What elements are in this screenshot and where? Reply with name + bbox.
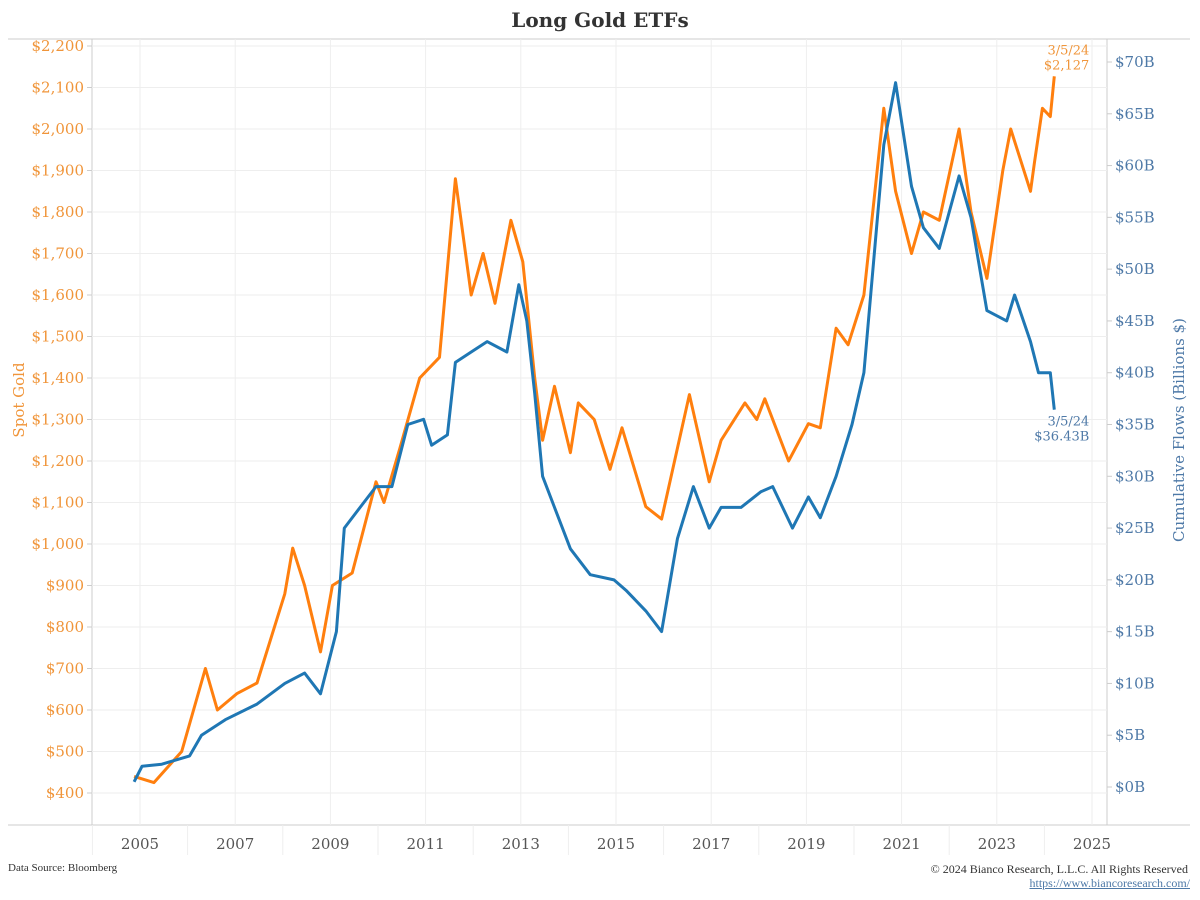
left-tick-label: $1,000 [32, 535, 85, 553]
right-tick-label: $50B [1115, 260, 1155, 278]
copyright: © 2024 Bianco Research, L.L.C. All Right… [930, 862, 1188, 876]
right-tick-label: $70B [1115, 53, 1155, 71]
x-tick-label: 2017 [692, 835, 730, 853]
left-tick-label: $1,600 [32, 286, 85, 304]
left-tick-label: $1,100 [32, 494, 85, 512]
right-tick-label: $40B [1115, 364, 1155, 382]
end-label-value: $36.43B [1034, 430, 1089, 445]
left-tick-label: $800 [46, 618, 84, 636]
x-tick-label: 2021 [883, 835, 921, 853]
x-tick-label: 2015 [597, 835, 635, 853]
left-tick-label: $1,400 [32, 369, 85, 387]
x-tick-label: 2011 [407, 835, 445, 853]
left-tick-label: $500 [46, 743, 84, 761]
left-tick-label: $700 [46, 660, 84, 678]
end-label-value: $2,127 [1044, 58, 1090, 73]
left-tick-label: $1,200 [32, 452, 85, 470]
right-tick-label: $25B [1115, 519, 1155, 537]
right-tick-label: $60B [1115, 157, 1155, 175]
end-label-date: 3/5/24 [1047, 43, 1089, 58]
left-tick-label: $1,700 [32, 245, 85, 263]
x-tick-label: 2019 [787, 835, 825, 853]
right-tick-label: $35B [1115, 416, 1155, 434]
left-tick-label: $1,900 [32, 162, 85, 180]
left-tick-label: $400 [46, 784, 84, 802]
right-tick-label: $5B [1115, 726, 1145, 744]
cumulative-flows-line [132, 81, 1056, 783]
left-tick-label: $2,000 [32, 120, 85, 138]
left-tick-label: $2,100 [32, 79, 85, 97]
left-tick-label: $2,200 [32, 37, 85, 55]
chart-title: Long Gold ETFs [511, 8, 689, 32]
x-tick-label: 2023 [978, 835, 1016, 853]
right-tick-label: $15B [1115, 623, 1155, 641]
x-tick-label: 2013 [502, 835, 540, 853]
left-tick-label: $1,800 [32, 203, 85, 221]
right-tick-label: $10B [1115, 674, 1155, 692]
right-axis-title: Cumulative Flows (Billions $) [1170, 318, 1188, 542]
data-source: Data Source: Bloomberg [8, 862, 118, 874]
x-tick-label: 2007 [216, 835, 254, 853]
left-tick-label: $1,300 [32, 411, 85, 429]
right-tick-label: $65B [1115, 105, 1155, 123]
website-link[interactable]: https://www.biancoresearch.com/ [1029, 876, 1190, 890]
right-tick-label: $30B [1115, 467, 1155, 485]
right-tick-label: $20B [1115, 571, 1155, 589]
left-tick-label: $600 [46, 701, 84, 719]
spot-gold-line [133, 76, 1056, 785]
end-label-date: 3/5/24 [1047, 415, 1089, 430]
left-axis-title: Spot Gold [10, 362, 28, 438]
left-tick-label: $1,500 [32, 328, 85, 346]
x-tick-label: 2009 [311, 835, 349, 853]
left-tick-label: $900 [46, 577, 84, 595]
x-tick-label: 2025 [1073, 835, 1111, 853]
right-tick-label: $55B [1115, 208, 1155, 226]
right-tick-label: $45B [1115, 312, 1155, 330]
x-tick-label: 2005 [121, 835, 159, 853]
right-tick-label: $0B [1115, 778, 1145, 796]
